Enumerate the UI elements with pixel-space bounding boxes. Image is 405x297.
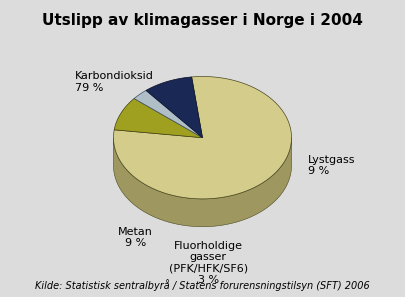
Text: Kilde: Statistisk sentralbyrå / Statens forurensningstilsyn (SFT) 2006: Kilde: Statistisk sentralbyrå / Statens … [35, 279, 370, 291]
Text: Karbondioksid
79 %: Karbondioksid 79 % [75, 71, 153, 93]
Text: Lystgass
9 %: Lystgass 9 % [308, 155, 356, 176]
Polygon shape [113, 138, 292, 227]
Polygon shape [134, 90, 202, 138]
Text: Utslipp av klimagasser i Norge i 2004: Utslipp av klimagasser i Norge i 2004 [42, 12, 363, 28]
Polygon shape [146, 77, 202, 138]
Polygon shape [113, 77, 292, 199]
Text: Metan
9 %: Metan 9 % [118, 227, 153, 248]
Polygon shape [114, 99, 202, 138]
Text: Fluorholdige
gasser
(PFK/HFK/SF6)
3 %: Fluorholdige gasser (PFK/HFK/SF6) 3 % [168, 241, 247, 285]
